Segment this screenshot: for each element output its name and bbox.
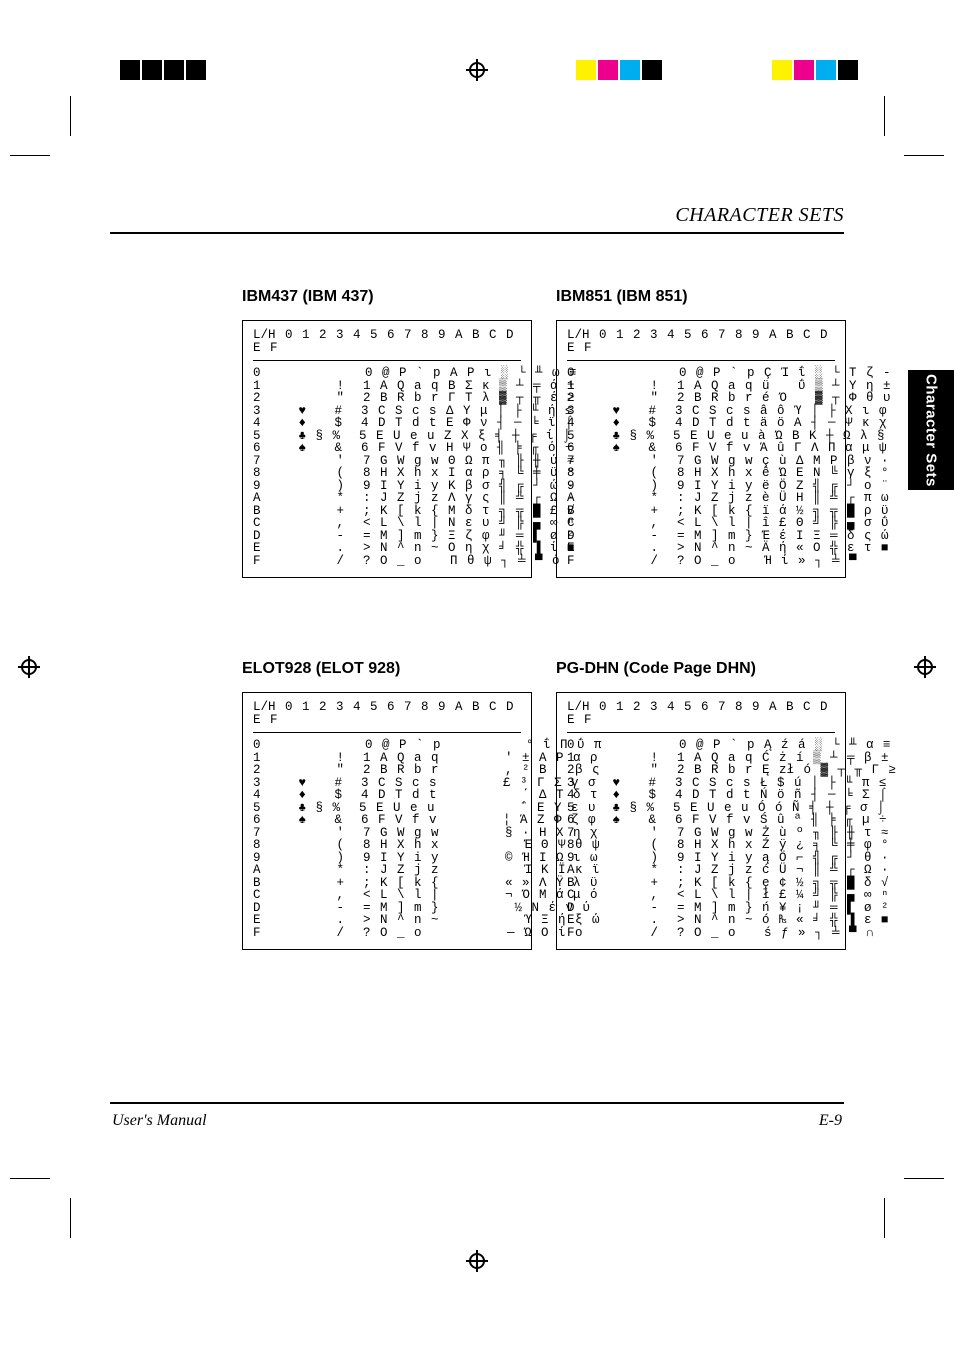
swatch <box>838 60 858 80</box>
charset-table: L/H 0 1 2 3 4 5 6 7 8 9 A B C D E F 0 0 … <box>556 692 846 950</box>
registration-mark <box>914 656 936 678</box>
charset-header: L/H 0 1 2 3 4 5 6 7 8 9 A B C D E F <box>253 701 521 733</box>
swatch <box>120 60 140 80</box>
swatch <box>794 60 814 80</box>
crop-mark <box>10 1178 50 1179</box>
swatch <box>142 60 162 80</box>
charset-block-ibm437: IBM437 (IBM 437) L/H 0 1 2 3 4 5 6 7 8 9… <box>242 288 542 578</box>
swatch <box>186 60 206 80</box>
crop-mark <box>904 1178 944 1179</box>
charset-block-pgdhn: PG-DHN (Code Page DHN) L/H 0 1 2 3 4 5 6… <box>556 660 856 950</box>
charset-rows: 0 0 @ P ` p Ą ź á ░ └ ╨ α ≡ 1 ! 1 A Q a … <box>567 739 835 939</box>
footer-manual-label: User's Manual <box>112 1112 207 1130</box>
crop-mark <box>70 1198 71 1238</box>
crop-mark <box>70 96 71 136</box>
charset-header: L/H 0 1 2 3 4 5 6 7 8 9 A B C D E F <box>567 701 835 733</box>
swatch <box>576 60 596 80</box>
swatch <box>598 60 618 80</box>
charset-rows: 0 0 @ P ` p Ç Ί ΐ ░ └ T ζ - 1 ! 1 A Q a … <box>567 367 835 567</box>
swatch <box>620 60 640 80</box>
swatch <box>164 60 184 80</box>
footer-rule <box>110 1102 844 1104</box>
header-rule <box>110 232 844 234</box>
charset-title: PG-DHN (Code Page DHN) <box>556 660 856 678</box>
crop-mark <box>10 155 50 156</box>
charset-title: ELOT928 (ELOT 928) <box>242 660 542 678</box>
swatch <box>772 60 792 80</box>
swatch <box>642 60 662 80</box>
section-tab-label: Character Sets <box>923 374 940 487</box>
charset-header: L/H 0 1 2 3 4 5 6 7 8 9 A B C D E F <box>253 329 521 361</box>
crop-mark <box>884 96 885 136</box>
charset-header: L/H 0 1 2 3 4 5 6 7 8 9 A B C D E F <box>567 329 835 361</box>
page-header-title: CHARACTER SETS <box>675 204 844 227</box>
swatch <box>816 60 836 80</box>
crop-mark <box>884 1198 885 1238</box>
charset-title: IBM437 (IBM 437) <box>242 288 542 306</box>
charset-rows: 0 0 @ P ` p ° ΐ Π ΰ π 1 ! 1 A Q a q ' ± … <box>253 739 521 939</box>
registration-mark <box>466 59 488 81</box>
footer-page-number: E-9 <box>819 1112 842 1130</box>
top-color-bar <box>0 60 954 82</box>
charset-block-ibm851: IBM851 (IBM 851) L/H 0 1 2 3 4 5 6 7 8 9… <box>556 288 856 578</box>
registration-mark <box>18 656 40 678</box>
section-tab: Character Sets <box>908 370 954 490</box>
registration-mark <box>466 1250 488 1272</box>
charset-rows: 0 0 @ P ` p A P ι ░ └ ╨ ω ≡ 1 ! 1 A Q a … <box>253 367 521 567</box>
crop-mark <box>904 155 944 156</box>
charset-table: L/H 0 1 2 3 4 5 6 7 8 9 A B C D E F 0 0 … <box>242 320 532 578</box>
charset-title: IBM851 (IBM 851) <box>556 288 856 306</box>
charset-table: L/H 0 1 2 3 4 5 6 7 8 9 A B C D E F 0 0 … <box>242 692 532 950</box>
charset-table: L/H 0 1 2 3 4 5 6 7 8 9 A B C D E F 0 0 … <box>556 320 846 578</box>
charset-block-elot928: ELOT928 (ELOT 928) L/H 0 1 2 3 4 5 6 7 8… <box>242 660 542 950</box>
